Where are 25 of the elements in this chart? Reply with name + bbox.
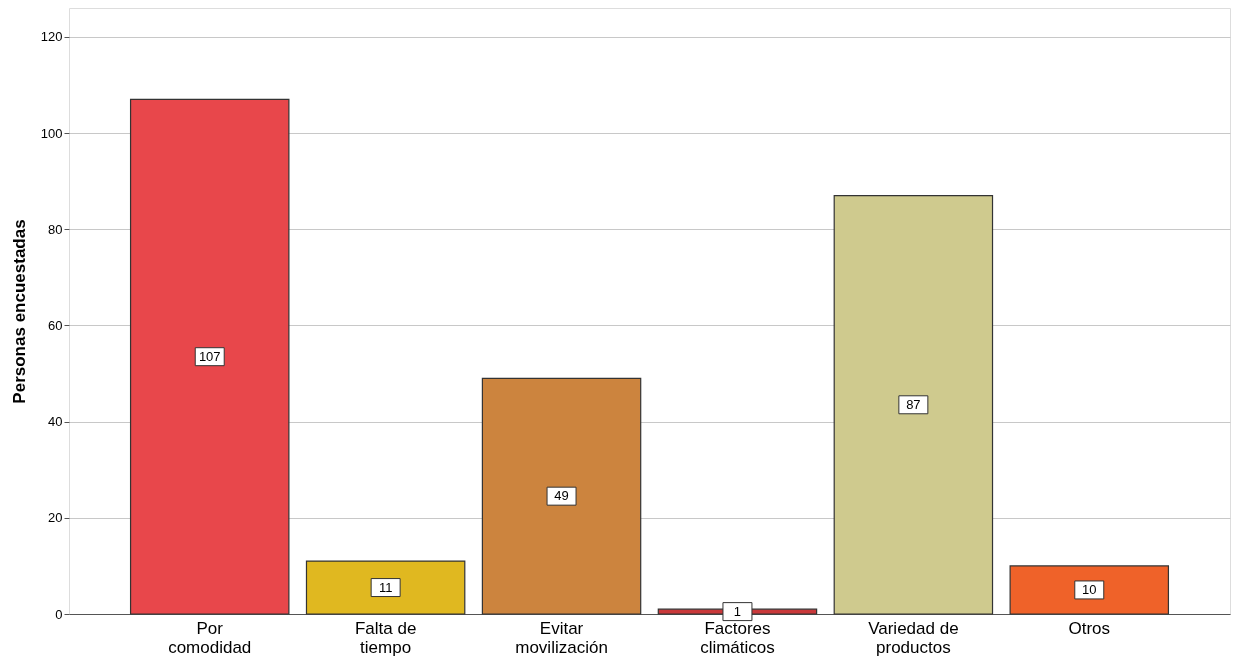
y-axis-title: Personas encuestadas bbox=[9, 219, 29, 404]
data-label: 1 bbox=[733, 603, 742, 619]
y-tick-label: 60 bbox=[48, 317, 63, 333]
data-label: 87 bbox=[906, 396, 921, 412]
data-label: 11 bbox=[378, 579, 393, 595]
x-tick-label: Por comodidad bbox=[168, 618, 252, 657]
x-tick-label: Falta de tiempo bbox=[354, 618, 417, 657]
bar bbox=[305, 560, 466, 615]
data-label: 10 bbox=[1082, 581, 1097, 597]
y-tick-label: 40 bbox=[48, 414, 63, 430]
y-tick-label: 0 bbox=[55, 606, 63, 622]
data-label: 49 bbox=[554, 488, 569, 504]
x-tick-label: Otros bbox=[1068, 618, 1111, 638]
y-tick-label: 100 bbox=[40, 125, 63, 141]
bar bbox=[1009, 565, 1170, 615]
bar bbox=[833, 194, 994, 615]
x-tick-label: Variedad de productos bbox=[868, 618, 959, 657]
bar bbox=[129, 98, 290, 615]
y-tick-label: 120 bbox=[40, 29, 63, 45]
y-tick-label: 20 bbox=[48, 510, 63, 526]
x-tick-label: Factores climáticos bbox=[700, 618, 775, 657]
data-label: 107 bbox=[198, 348, 221, 364]
x-tick-label: Evitar movilización bbox=[515, 618, 608, 657]
y-tick-label: 80 bbox=[48, 221, 63, 237]
bar bbox=[481, 377, 642, 615]
